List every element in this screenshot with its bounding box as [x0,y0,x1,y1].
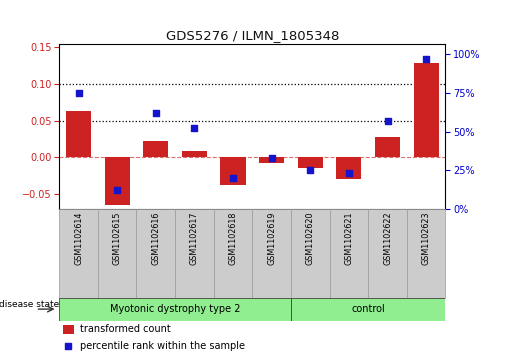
Text: percentile rank within the sample: percentile rank within the sample [80,341,246,351]
Bar [375,137,400,157]
Bar [368,209,407,298]
Title: GDS5276 / ILMN_1805348: GDS5276 / ILMN_1805348 [166,29,339,42]
Text: GSM1102617: GSM1102617 [190,211,199,265]
Text: transformed count: transformed count [80,325,171,334]
Point [383,118,392,124]
Text: GSM1102619: GSM1102619 [267,211,276,265]
Bar [59,209,98,298]
Bar [175,209,214,298]
Text: GSM1102622: GSM1102622 [383,211,392,265]
Bar [98,209,136,298]
Point [268,155,276,161]
Text: GSM1102618: GSM1102618 [229,211,237,265]
Point [345,170,353,176]
Text: GSM1102616: GSM1102616 [151,211,160,265]
Bar [182,151,207,157]
Bar [252,209,291,298]
Bar [214,209,252,298]
Point [64,343,73,349]
Text: Myotonic dystrophy type 2: Myotonic dystrophy type 2 [110,304,241,314]
Point [191,126,199,131]
Point [229,175,237,181]
Point [422,56,431,62]
Bar [330,209,368,298]
Text: GSM1102614: GSM1102614 [74,211,83,265]
Text: GSM1102620: GSM1102620 [306,211,315,265]
Bar [259,157,284,163]
Bar [291,298,445,321]
Bar [66,111,91,157]
Text: GSM1102621: GSM1102621 [345,211,353,265]
Point [152,110,160,116]
Bar [136,209,175,298]
Text: GSM1102615: GSM1102615 [113,211,122,265]
Bar [59,298,291,321]
Text: GSM1102623: GSM1102623 [422,211,431,265]
Bar [291,209,330,298]
Bar [336,157,362,179]
Bar [143,141,168,157]
Bar [63,325,74,334]
Bar [414,64,439,157]
Text: control: control [351,304,385,314]
Bar [105,157,130,205]
Point [113,187,122,193]
Text: disease state: disease state [0,299,60,309]
Point [306,167,314,173]
Bar [298,157,323,168]
Bar [220,157,246,185]
Bar [407,209,445,298]
Point [74,90,82,96]
